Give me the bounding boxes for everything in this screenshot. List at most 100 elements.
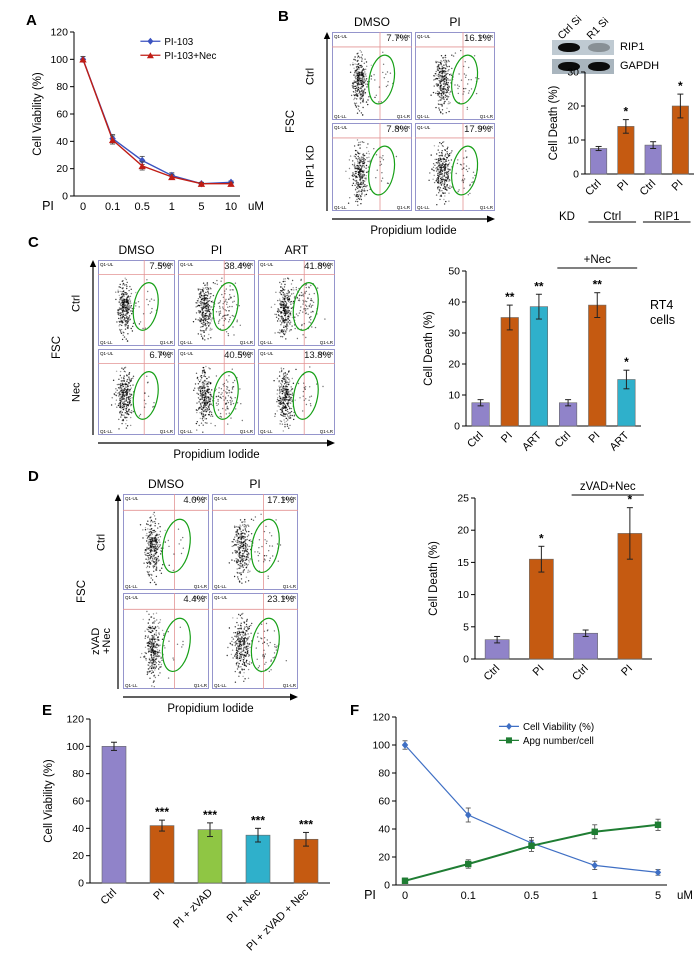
svg-text:Q1-LL: Q1-LL	[100, 429, 113, 434]
panel-f-label: F	[350, 702, 360, 719]
flow-column-header: DMSO	[148, 477, 184, 491]
svg-text:Q1-LR: Q1-LR	[194, 584, 208, 589]
svg-text:20: 20	[567, 101, 579, 113]
svg-text:0.1: 0.1	[105, 201, 120, 213]
flow-cytometry-plot: Q1-UL Q1-UR Q1-LL Q1-LR 17.9%	[415, 123, 495, 211]
gate-percentage: 6.7%	[149, 350, 171, 361]
svg-text:Q1-LR: Q1-LR	[194, 683, 208, 688]
svg-text:Cell Death (%): Cell Death (%)	[548, 85, 560, 160]
blot-band	[588, 62, 610, 71]
svg-text:Q1-UR: Q1-UR	[239, 351, 254, 356]
flow-scatter: Q1-UL Q1-UR Q1-LL Q1-LR	[212, 494, 298, 590]
flow-scatter: Q1-UL Q1-UR Q1-LL Q1-LR	[212, 593, 298, 689]
svg-text:+Nec: +Nec	[584, 254, 611, 266]
svg-text:20: 20	[56, 163, 68, 175]
svg-text:Q1-LL: Q1-LL	[125, 683, 138, 688]
svg-text:60: 60	[56, 109, 68, 121]
flow-row-header: RIP1 KD	[304, 145, 317, 189]
svg-text:Q1-UL: Q1-UL	[180, 351, 194, 356]
svg-text:Q1-LL: Q1-LL	[417, 114, 430, 119]
svg-text:Q1-LL: Q1-LL	[214, 683, 227, 688]
flow-row-header: zVAD +Nec	[90, 627, 113, 655]
flow-cytometry-plot: Q1-UL Q1-UR Q1-LL Q1-LR 16.1%	[415, 32, 495, 120]
svg-text:Ctrl: Ctrl	[603, 211, 621, 223]
gate-percentage: 13.8%	[304, 350, 331, 361]
svg-text:1: 1	[169, 201, 175, 213]
flow-x-axis-label: Propidium Iodide	[370, 225, 457, 237]
svg-text:Q1-LL: Q1-LL	[334, 205, 347, 210]
flow-row-header: Ctrl	[95, 533, 108, 551]
svg-text:Q1-UR: Q1-UR	[479, 34, 494, 39]
svg-text:Q1-UL: Q1-UL	[125, 595, 139, 600]
flow-scatter: Q1-UL Q1-UR Q1-LL Q1-LR	[123, 494, 209, 590]
flow-column-header: ART	[284, 243, 309, 257]
svg-text:*: *	[624, 105, 629, 119]
flow-row-header: Nec	[70, 382, 83, 402]
flow-x-axis-label: Propidium Iodide	[173, 449, 260, 461]
svg-text:Q1-UR: Q1-UR	[239, 262, 254, 267]
flow-cytometry-plot: Q1-UL Q1-UR Q1-LL Q1-LR 7.7%	[332, 32, 412, 120]
svg-text:20: 20	[448, 359, 460, 371]
flow-row-header: Ctrl	[70, 294, 83, 312]
flow-scatter: Q1-UL Q1-UR Q1-LL Q1-LR	[98, 349, 175, 435]
svg-text:uM: uM	[248, 201, 264, 213]
gate-percentage: 23.1%	[267, 594, 294, 605]
flow-cytometry-plot: Q1-UL Q1-UR Q1-LL Q1-LR 38.4%	[178, 260, 255, 346]
svg-text:Q1-LR: Q1-LR	[480, 205, 494, 210]
svg-text:Q1-UR: Q1-UR	[159, 351, 174, 356]
gate-percentage: 17.1%	[267, 495, 294, 506]
flow-column-header: DMSO	[354, 15, 390, 29]
blot-strip	[552, 40, 614, 55]
svg-text:Q1-LR: Q1-LR	[283, 683, 297, 688]
flow-y-axis-label: FSC	[285, 110, 297, 133]
svg-text:30: 30	[448, 328, 460, 340]
svg-text:Q1-UL: Q1-UL	[100, 351, 114, 356]
flow-scatter: Q1-UL Q1-UR Q1-LL Q1-LR	[258, 260, 335, 346]
svg-text:Ctrl: Ctrl	[638, 178, 659, 199]
panel-b-label: B	[278, 8, 289, 25]
svg-text:80: 80	[56, 81, 68, 93]
flow-column-header: PI	[210, 243, 223, 257]
svg-text:100: 100	[50, 54, 68, 66]
svg-text:Q1-LL: Q1-LL	[260, 340, 273, 345]
flow-cytometry-plot: Q1-UL Q1-UR Q1-LL Q1-LR 4.0%	[123, 494, 209, 590]
flow-scatter: Q1-UL Q1-UR Q1-LL Q1-LR	[258, 349, 335, 435]
svg-text:Q1-LR: Q1-LR	[397, 205, 411, 210]
svg-text:30: 30	[567, 67, 579, 79]
flow-cytometry-plot: Q1-UL Q1-UR Q1-LL Q1-LR 13.8%	[258, 349, 335, 435]
svg-text:Cell Death (%): Cell Death (%)	[423, 311, 435, 386]
svg-text:Q1-UL: Q1-UL	[334, 34, 348, 39]
blot-band	[558, 43, 580, 52]
svg-text:ART: ART	[608, 429, 632, 453]
svg-text:120: 120	[50, 27, 68, 39]
svg-text:PI: PI	[499, 430, 515, 446]
svg-text:Q1-UR: Q1-UR	[193, 595, 208, 600]
svg-text:Q1-LL: Q1-LL	[417, 205, 430, 210]
flow-scatter: Q1-UL Q1-UR Q1-LL Q1-LR	[332, 32, 412, 120]
svg-text:0.5: 0.5	[135, 201, 150, 213]
blot-target-label: RIP1	[620, 41, 645, 53]
svg-text:40: 40	[56, 136, 68, 148]
gate-percentage: 16.1%	[464, 33, 491, 44]
propidium-axis-arrow	[123, 693, 298, 701]
svg-text:Q1-UR: Q1-UR	[282, 496, 297, 501]
svg-text:0: 0	[80, 201, 86, 213]
flow-cytometry-plot: Q1-UL Q1-UR Q1-LL Q1-LR 23.1%	[212, 593, 298, 689]
svg-text:Q1-UL: Q1-UL	[260, 262, 274, 267]
svg-text:*: *	[624, 355, 629, 369]
svg-text:Q1-UL: Q1-UL	[417, 34, 431, 39]
svg-text:Q1-LR: Q1-LR	[480, 114, 494, 119]
gate-percentage: 41.8%	[304, 261, 331, 272]
svg-text:50: 50	[448, 266, 460, 278]
svg-text:Q1-UL: Q1-UL	[214, 496, 228, 501]
gate-percentage: 7.8%	[386, 124, 408, 135]
svg-text:*: *	[678, 79, 683, 93]
svg-text:Q1-UR: Q1-UR	[479, 125, 494, 130]
svg-text:10: 10	[567, 135, 579, 147]
flow-scatter: Q1-UL Q1-UR Q1-LL Q1-LR	[415, 123, 495, 211]
gate-percentage: 4.0%	[183, 495, 205, 506]
svg-text:Q1-UL: Q1-UL	[260, 351, 274, 356]
svg-text:KD: KD	[559, 211, 575, 223]
